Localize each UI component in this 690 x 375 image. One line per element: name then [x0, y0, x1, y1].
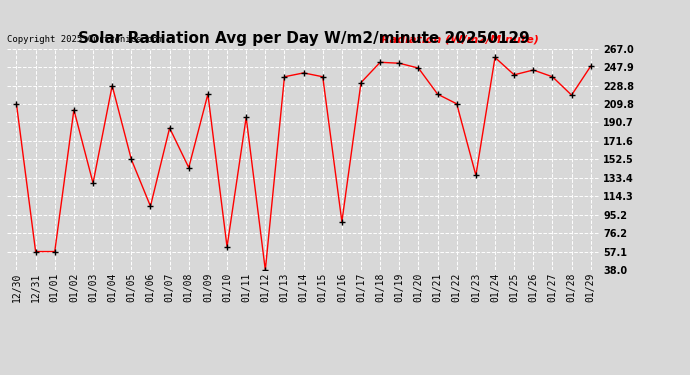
Text: Radiation (W/m2/Minute): Radiation (W/m2/Minute) — [381, 34, 539, 44]
Text: Copyright 2025 Curtronics.com: Copyright 2025 Curtronics.com — [7, 35, 163, 44]
Title: Solar Radiation Avg per Day W/m2/minute 20250129: Solar Radiation Avg per Day W/m2/minute … — [78, 31, 529, 46]
